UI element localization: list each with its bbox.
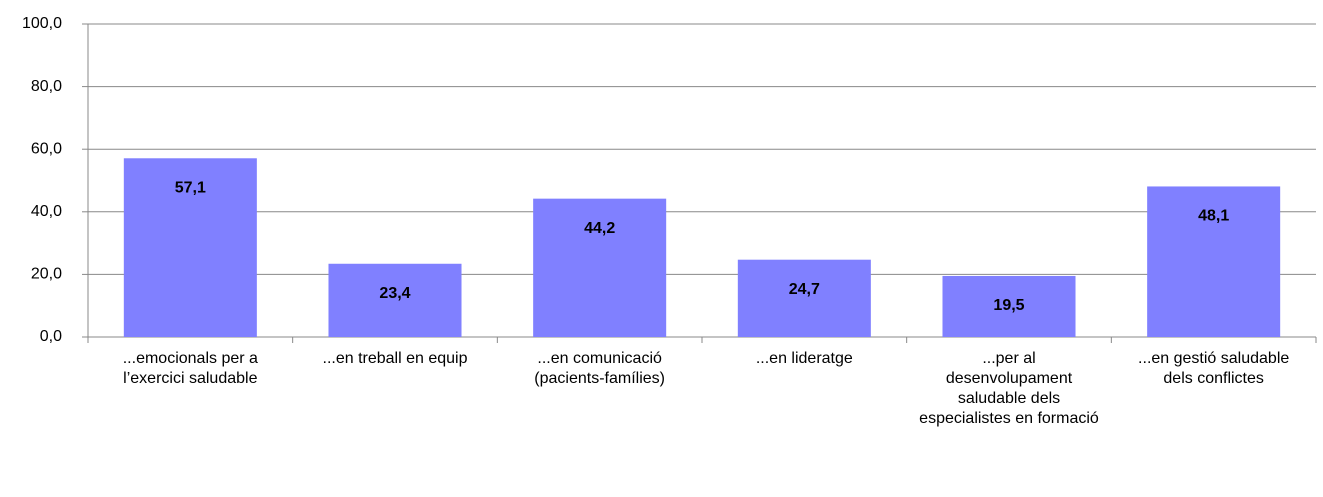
- y-tick-label: 20,0: [31, 266, 62, 283]
- y-tick-label: 60,0: [31, 140, 62, 157]
- x-tick-label: ...en lideratge: [755, 350, 853, 367]
- bar: [737, 259, 871, 337]
- value-label: 23,4: [379, 285, 410, 302]
- value-label: 19,5: [993, 297, 1024, 314]
- bar: [942, 275, 1076, 337]
- y-tick-label: 100,0: [22, 15, 62, 32]
- bar: [328, 263, 462, 337]
- x-tick-label: ...per al desenvolupament saludable dels…: [919, 350, 1099, 427]
- x-tick-label: ...en comunicació (pacients-famílies): [534, 350, 665, 387]
- bar: [533, 198, 667, 337]
- value-label: 48,1: [1198, 208, 1229, 225]
- y-tick-label: 40,0: [31, 203, 62, 220]
- value-label: 57,1: [175, 179, 206, 196]
- value-label: 44,2: [584, 220, 615, 237]
- x-tick-label: ...en gestió saludable dels conflictes: [1138, 350, 1290, 387]
- bar: [123, 158, 257, 337]
- x-tick-label: ...en treball en equip: [322, 350, 468, 367]
- value-label: 24,7: [789, 281, 820, 298]
- y-tick-label: 80,0: [31, 78, 62, 95]
- y-tick-label: 0,0: [40, 328, 62, 345]
- bar: [1147, 186, 1281, 337]
- x-tick-label: ...emocionals per a l’exercici saludable: [122, 350, 258, 387]
